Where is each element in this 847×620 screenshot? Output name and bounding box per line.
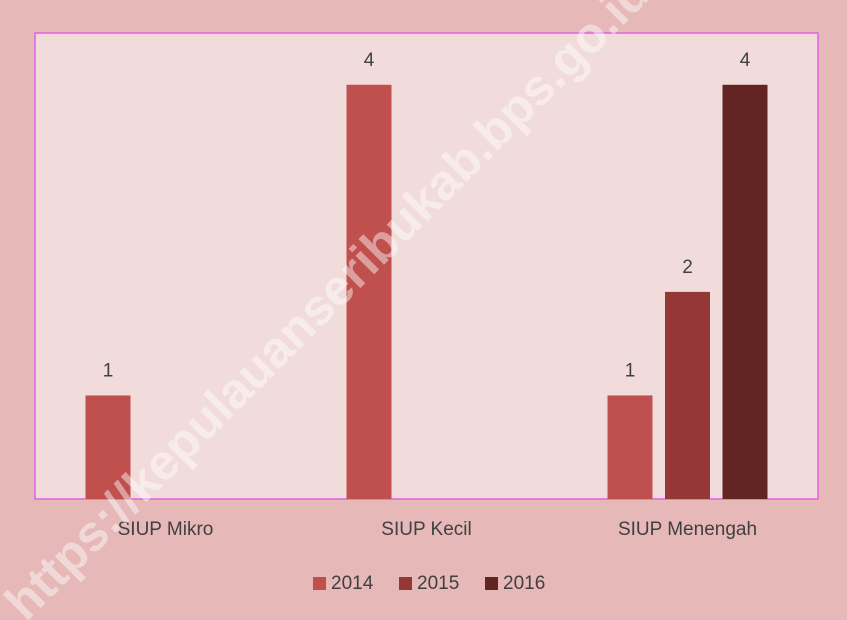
bar bbox=[346, 84, 392, 500]
bar bbox=[85, 395, 131, 499]
bar bbox=[665, 291, 710, 499]
data-label: 1 bbox=[625, 360, 636, 381]
data-label: 2 bbox=[682, 257, 693, 278]
bar bbox=[722, 84, 768, 500]
legend-label: 2016 bbox=[503, 573, 545, 594]
data-label: 4 bbox=[364, 50, 375, 71]
data-label: 4 bbox=[740, 50, 751, 71]
x-tick-label: SIUP Kecil bbox=[381, 519, 471, 540]
data-label: 1 bbox=[103, 360, 114, 381]
legend-swatch bbox=[399, 577, 412, 590]
bar bbox=[607, 395, 653, 499]
x-tick-label: SIUP Menengah bbox=[618, 519, 757, 540]
legend-swatch bbox=[313, 577, 326, 590]
legend-label: 2014 bbox=[331, 573, 374, 594]
x-tick-label: SIUP Mikro bbox=[118, 519, 214, 540]
legend-swatch bbox=[485, 577, 498, 590]
legend-label: 2015 bbox=[417, 573, 459, 594]
